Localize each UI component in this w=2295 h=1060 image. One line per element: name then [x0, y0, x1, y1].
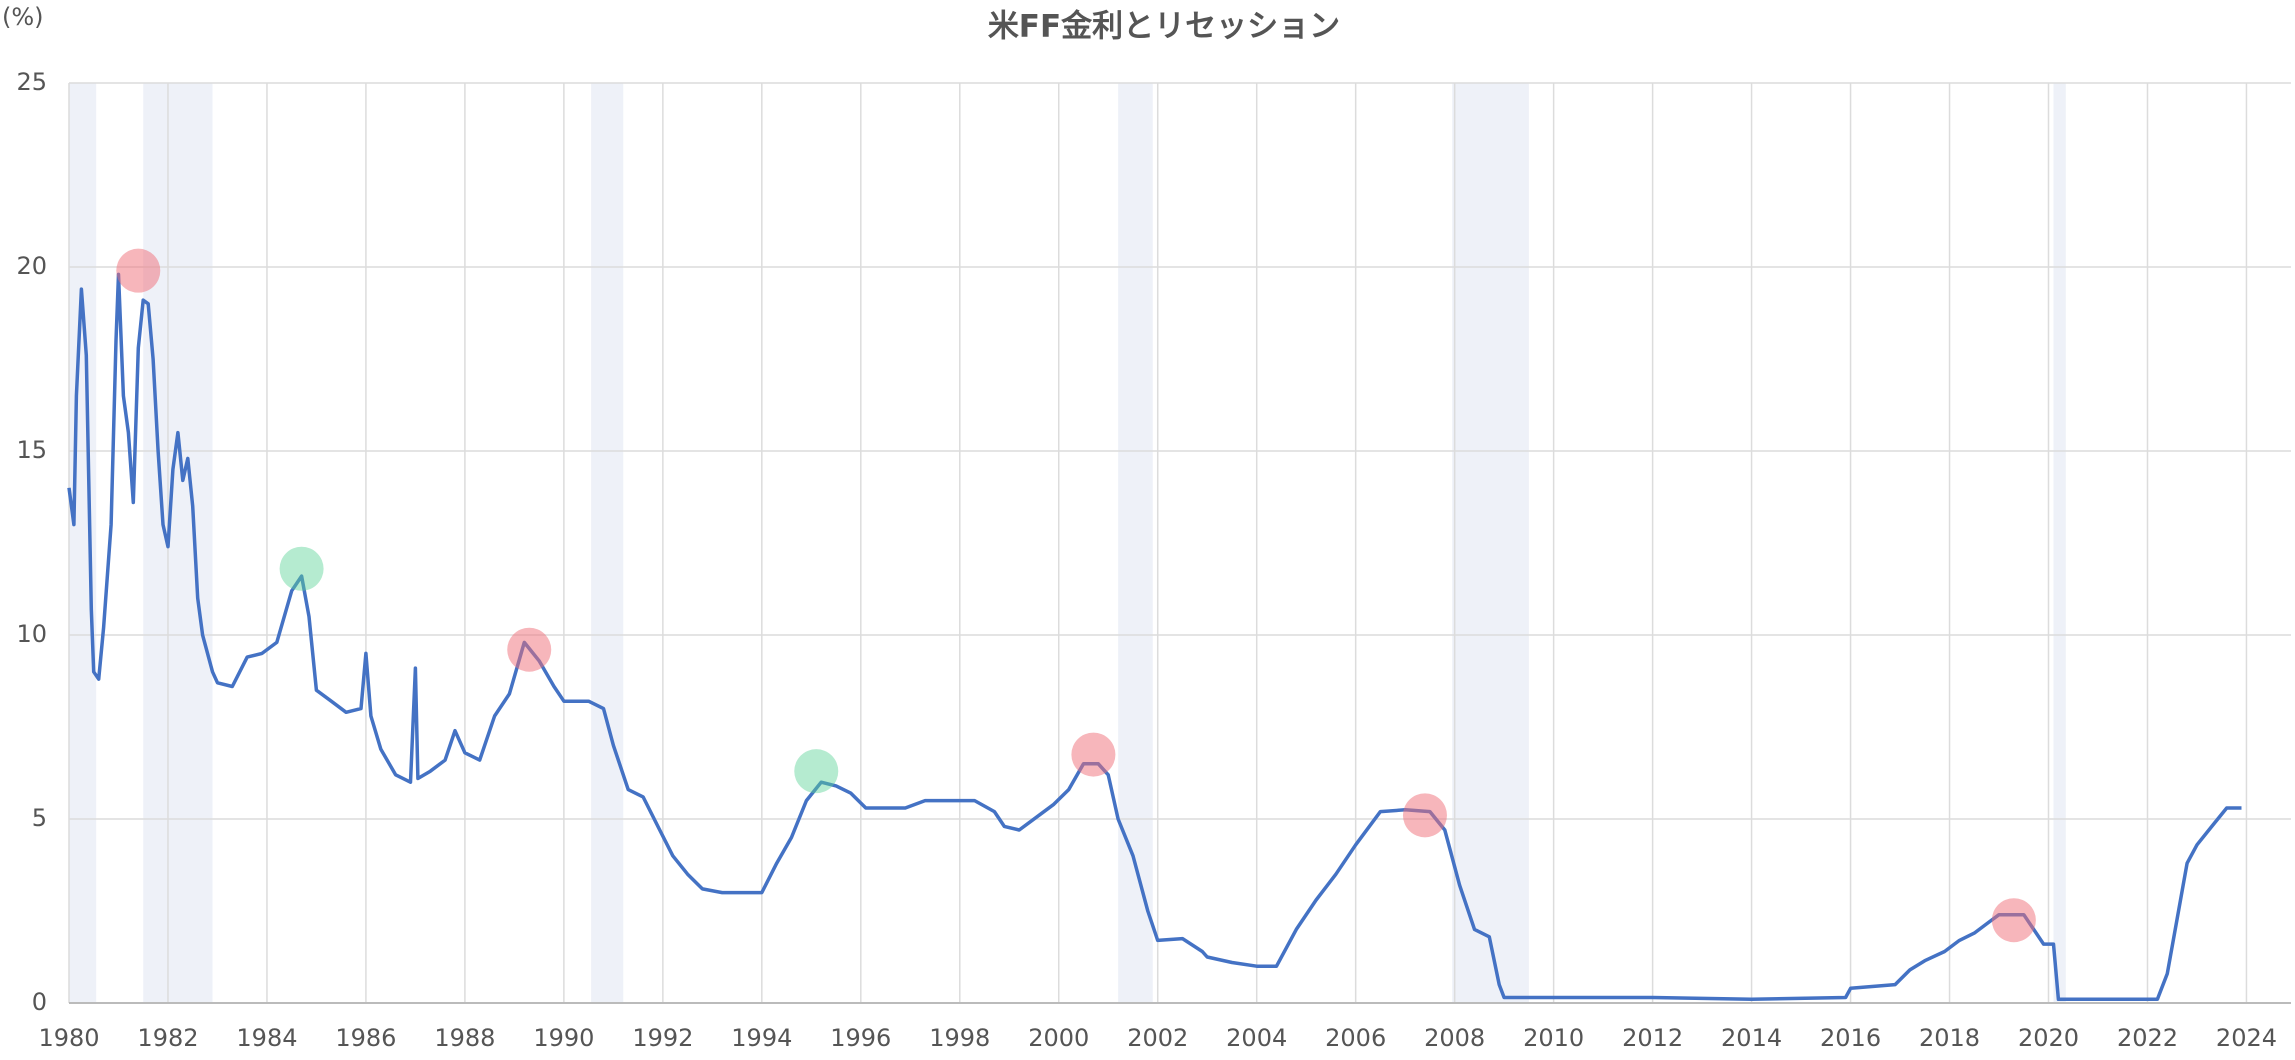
- y-tick-label: 5: [32, 804, 47, 832]
- recession-band: [143, 83, 213, 1003]
- x-tick-label: 1992: [632, 1024, 693, 1052]
- marker: [279, 546, 324, 591]
- y-tick-label: 10: [16, 620, 47, 648]
- x-tick-label: 2010: [1523, 1024, 1584, 1052]
- y-axis-label: (%): [2, 3, 44, 31]
- x-tick-label: 2004: [1226, 1024, 1287, 1052]
- x-tick-label: 2006: [1325, 1024, 1386, 1052]
- recession-band: [69, 83, 97, 1003]
- x-tick-label: 1998: [929, 1024, 990, 1052]
- recession-band: [1452, 83, 1529, 1003]
- x-tick-label: 1984: [236, 1024, 297, 1052]
- x-tick-label: 2024: [2216, 1024, 2277, 1052]
- x-tick-label: 2018: [1919, 1024, 1980, 1052]
- recession-band: [1118, 83, 1153, 1003]
- marker: [507, 627, 552, 672]
- x-tick-label: 1982: [137, 1024, 198, 1052]
- marker: [116, 248, 161, 293]
- y-tick-label: 15: [16, 436, 47, 464]
- recession-band: [2053, 83, 2066, 1003]
- chart-title: 米FF金利とリセッション: [988, 9, 1340, 45]
- x-tick-label: 2014: [1721, 1024, 1782, 1052]
- x-tick-label: 1990: [533, 1024, 594, 1052]
- x-tick-label: 2022: [2117, 1024, 2178, 1052]
- rate-line: [67, 272, 2242, 1002]
- x-tick-label: 2020: [2018, 1024, 2079, 1052]
- y-tick-label: 0: [32, 988, 47, 1016]
- x-tick-label: 2002: [1127, 1024, 1188, 1052]
- marker: [1071, 732, 1116, 777]
- recession-band: [591, 83, 624, 1003]
- y-tick-label: 20: [16, 252, 47, 280]
- y-tick-label: 25: [16, 68, 47, 96]
- x-tick-label: 1994: [731, 1024, 792, 1052]
- x-tick-label: 2012: [1622, 1024, 1683, 1052]
- x-tick-label: 1988: [434, 1024, 495, 1052]
- marker: [1402, 793, 1447, 838]
- x-tick-label: 1996: [830, 1024, 891, 1052]
- x-tick-label: 2000: [1028, 1024, 1089, 1052]
- marker: [1991, 898, 2036, 943]
- marker: [794, 749, 839, 794]
- x-tick-label: 1986: [335, 1024, 396, 1052]
- x-tick-label: 1980: [38, 1024, 99, 1052]
- x-tick-label: 2008: [1424, 1024, 1485, 1052]
- x-tick-label: 2016: [1820, 1024, 1881, 1052]
